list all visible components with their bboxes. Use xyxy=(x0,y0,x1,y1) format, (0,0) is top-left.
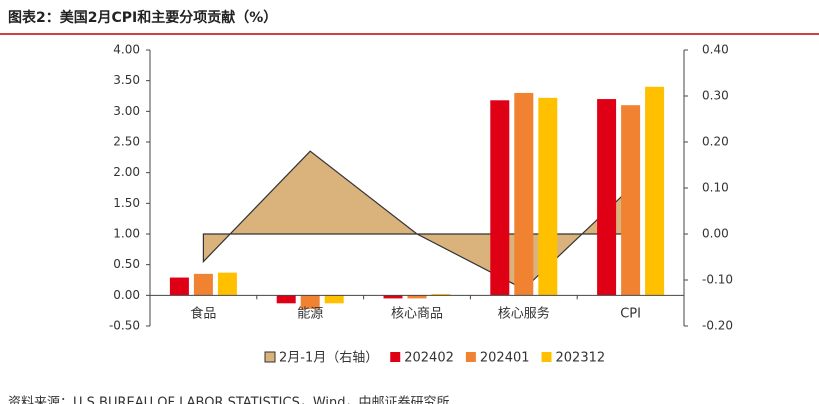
bar xyxy=(324,295,344,304)
x-tick-label: CPI xyxy=(620,307,641,322)
y-tick-label: 3.00 xyxy=(113,104,140,118)
x-tick-label: 核心商品 xyxy=(391,307,443,322)
bar xyxy=(169,277,189,296)
bar xyxy=(621,105,641,296)
legend-swatch xyxy=(541,352,552,362)
source-note: 资料来源：U.S.BUREAU OF LABOR STATISTICS，Wind… xyxy=(8,395,450,404)
x-tick-label: 食品 xyxy=(190,306,216,322)
bar xyxy=(193,273,213,296)
legend-label: 202402 xyxy=(404,351,454,366)
x-tick-label: 核心服务 xyxy=(498,306,550,322)
y-tick-label: 4.00 xyxy=(113,43,140,57)
y-tick-label: 1.50 xyxy=(113,196,140,210)
legend-label: 202401 xyxy=(480,351,530,366)
y-tick-label: 0.50 xyxy=(113,257,140,271)
y2-tick-label: -0.10 xyxy=(702,273,733,287)
bar xyxy=(514,92,534,296)
legend-label: 2月-1月（右轴） xyxy=(279,351,378,366)
bar xyxy=(597,99,617,296)
bar xyxy=(300,295,320,309)
y2-tick-label: 0.10 xyxy=(702,181,729,195)
y2-tick-label: 0.00 xyxy=(702,227,729,241)
legend-swatch xyxy=(390,352,401,362)
bar xyxy=(645,86,665,296)
area xyxy=(202,150,632,290)
y2-tick-label: 0.30 xyxy=(702,89,729,103)
chart-title: 图表2：美国2月CPI和主要分项贡献（%） xyxy=(8,9,277,26)
legend-swatch xyxy=(264,351,276,363)
bar xyxy=(383,295,403,299)
x-tick-label: 能源 xyxy=(297,307,323,322)
y-tick-label: -0.50 xyxy=(109,319,140,333)
y-tick-label: 2.50 xyxy=(113,135,140,149)
y2-tick-label: 0.40 xyxy=(702,43,729,57)
bar xyxy=(490,100,510,296)
bar xyxy=(276,295,296,304)
bar xyxy=(431,294,451,296)
legend-label: 202312 xyxy=(556,351,606,366)
legend-swatch xyxy=(465,352,476,362)
y-tick-label: 0.00 xyxy=(113,288,140,302)
bar xyxy=(217,272,237,296)
bar xyxy=(407,295,427,299)
y2-tick-label: -0.20 xyxy=(702,319,733,333)
y-tick-label: 2.00 xyxy=(113,165,140,179)
y-tick-label: 1.00 xyxy=(113,227,140,241)
y-tick-label: 3.50 xyxy=(113,73,140,87)
y2-tick-label: 0.20 xyxy=(702,135,729,149)
bar xyxy=(538,97,558,296)
